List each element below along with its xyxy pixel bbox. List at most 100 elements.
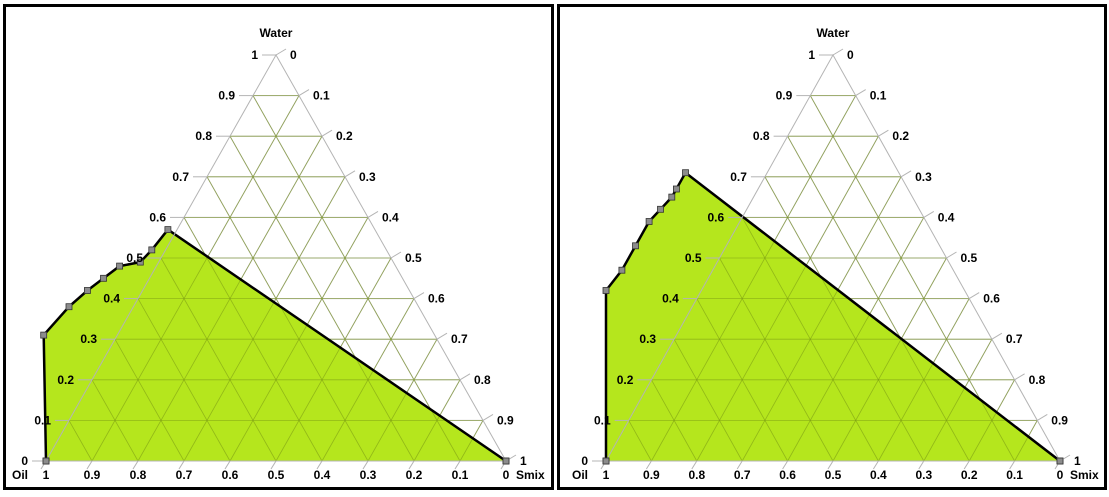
tick-mark <box>1037 413 1048 421</box>
tick-mark <box>878 129 889 137</box>
region-grid-line <box>651 95 857 462</box>
smix-tick-label: 0.1 <box>870 89 887 103</box>
region-grid-line <box>91 95 300 462</box>
oil-tick-label: 0.7 <box>734 468 751 482</box>
tick-mark <box>459 373 471 381</box>
water-tick-label: 1 <box>808 48 815 62</box>
oil-tick-label: 0.1 <box>452 468 469 482</box>
boundary-point <box>100 274 107 282</box>
smix-axis-title: Smix <box>1070 468 1099 482</box>
tick-mark <box>482 413 494 421</box>
region-grid-line <box>878 298 970 462</box>
water-tick-label: 0.4 <box>103 292 120 306</box>
tick-mark <box>344 170 356 178</box>
smix-tick-label: 0.8 <box>1029 373 1046 387</box>
tick-mark <box>968 292 980 300</box>
corner-point <box>1056 457 1064 465</box>
water-tick-label: 0 <box>581 454 588 468</box>
phase-boundary <box>42 227 507 463</box>
water-tick-label: 0.9 <box>218 89 235 103</box>
tick-mark <box>275 48 287 56</box>
tick-mark <box>1014 373 1025 381</box>
oil-tick-label: 0.8 <box>130 468 147 482</box>
smix-tick-label: 0.5 <box>405 251 422 265</box>
water-tick-label: 0.6 <box>708 210 725 224</box>
smix-axis-title: Smix <box>516 468 545 482</box>
smix-tick-label: 0.3 <box>915 170 932 184</box>
region-grid-line <box>137 298 231 462</box>
oil-tick-label: 0.5 <box>268 468 285 482</box>
water-tick-label: 0.3 <box>639 332 656 346</box>
tick-mark <box>782 460 789 470</box>
region-grid-line <box>741 176 902 462</box>
tick-mark <box>298 89 310 97</box>
tick-mark <box>178 460 185 470</box>
smix-tick-label: 0 <box>847 48 854 62</box>
tick-mark <box>900 170 912 178</box>
tick-mark <box>872 460 879 470</box>
water-axis-title: Water <box>817 26 850 40</box>
smix-tick-label: 0.1 <box>313 89 330 103</box>
tick-mark <box>454 460 461 470</box>
tick-mark <box>367 210 379 218</box>
ternary-chart-right: 0 0.1 0.2 0.3 0.4 0.5 0.6 0.7 0.8 0.9 1 0 0.1 0.2 0.3 0… <box>572 26 1099 482</box>
region-grid-line <box>719 257 834 462</box>
smix-tick-label: 0.5 <box>961 251 978 265</box>
tick-mark <box>413 292 425 300</box>
tick-mark <box>132 460 139 470</box>
smix-tick-label: 0.6 <box>983 292 1000 306</box>
oil-tick-label: 0.4 <box>314 468 331 482</box>
oil-tick-label: 0.9 <box>643 468 660 482</box>
region-grid-line <box>628 420 652 462</box>
oil-tick-label: 0 <box>503 468 510 482</box>
smix-tick-label: 1 <box>520 454 527 468</box>
tick-mark <box>1009 460 1016 470</box>
smix-tick-label: 0.2 <box>336 129 353 143</box>
oil-tick-label: 0.4 <box>870 468 887 482</box>
oil-tick-label: 0.8 <box>688 468 705 482</box>
region-grid-line <box>696 298 788 462</box>
boundary-point <box>65 303 73 311</box>
corner-point <box>42 457 50 465</box>
tick-mark <box>408 460 415 470</box>
boundary-point <box>116 262 123 270</box>
boundary-point <box>682 169 689 177</box>
boundary-point <box>164 226 172 234</box>
region-grid-line <box>160 257 277 462</box>
boundary-point <box>632 242 639 250</box>
phase-region <box>606 172 1060 461</box>
water-axis-title: Water <box>260 26 293 40</box>
water-tick-label: 0.2 <box>617 373 634 387</box>
tick-mark <box>855 89 866 97</box>
oil-tick-label: 0.2 <box>406 468 423 482</box>
region-grid-line <box>252 95 461 462</box>
boundary-point <box>657 205 664 213</box>
tick-mark <box>691 460 698 470</box>
tick-mark <box>923 210 935 218</box>
oil-tick-label: 0.3 <box>915 468 932 482</box>
boundary-point <box>668 193 676 201</box>
region-grid-line <box>832 257 947 462</box>
oil-tick-label: 0.6 <box>222 468 239 482</box>
tick-mark <box>224 460 231 470</box>
corner-point <box>602 457 610 465</box>
water-tick-label: 0.4 <box>662 292 679 306</box>
region-grid-line <box>91 379 139 462</box>
smix-tick-label: 0.7 <box>451 332 468 346</box>
oil-tick-label: 0.6 <box>779 468 796 482</box>
smix-tick-label: 0.3 <box>359 170 376 184</box>
oil-tick-label: 0.1 <box>1006 468 1023 482</box>
region-grid-line <box>275 257 392 462</box>
region-grid-line <box>1014 420 1038 462</box>
ternary-panel-right: 0 0.1 0.2 0.3 0.4 0.5 0.6 0.7 0.8 0.9 1 0 0.1 0.2 0.3 0… <box>557 4 1107 490</box>
boundary-point <box>148 246 156 254</box>
oil-tick-label: 0.2 <box>961 468 978 482</box>
boundary-point <box>136 258 144 266</box>
oil-tick-label: 0.7 <box>176 468 193 482</box>
region-grid-line <box>459 420 484 462</box>
oil-tick-label: 0 <box>1057 468 1064 482</box>
boundary-point <box>673 185 680 193</box>
water-tick-label: 0.7 <box>172 170 189 184</box>
smix-tick-label: 0.9 <box>497 413 514 427</box>
ternary-panel-left: 0 0.1 0.2 0.3 0.4 0.5 0.6 0.7 0.8 0.9 1 0 0.1 0.2 0.3 0… <box>3 4 554 490</box>
